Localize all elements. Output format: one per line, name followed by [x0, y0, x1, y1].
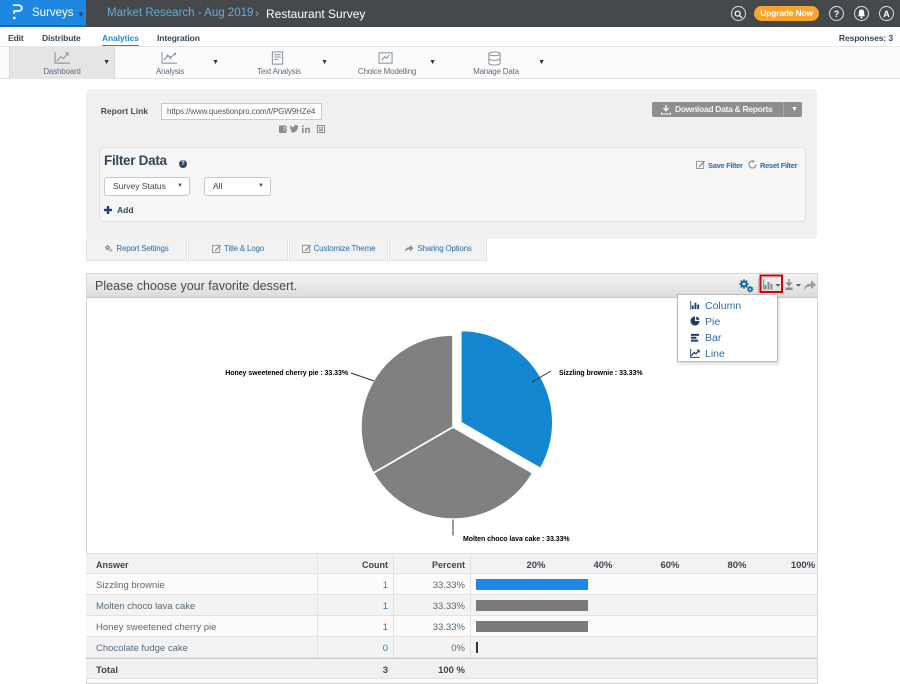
svg-text:Molten choco lava cake : 33.33: Molten choco lava cake : 33.33% — [463, 536, 570, 543]
svg-text:Honey sweetened cherry pie : 3: Honey sweetened cherry pie : 33.33% — [225, 370, 349, 377]
svg-text:Sizzling brownie : 33.33%: Sizzling brownie : 33.33% — [559, 370, 643, 377]
